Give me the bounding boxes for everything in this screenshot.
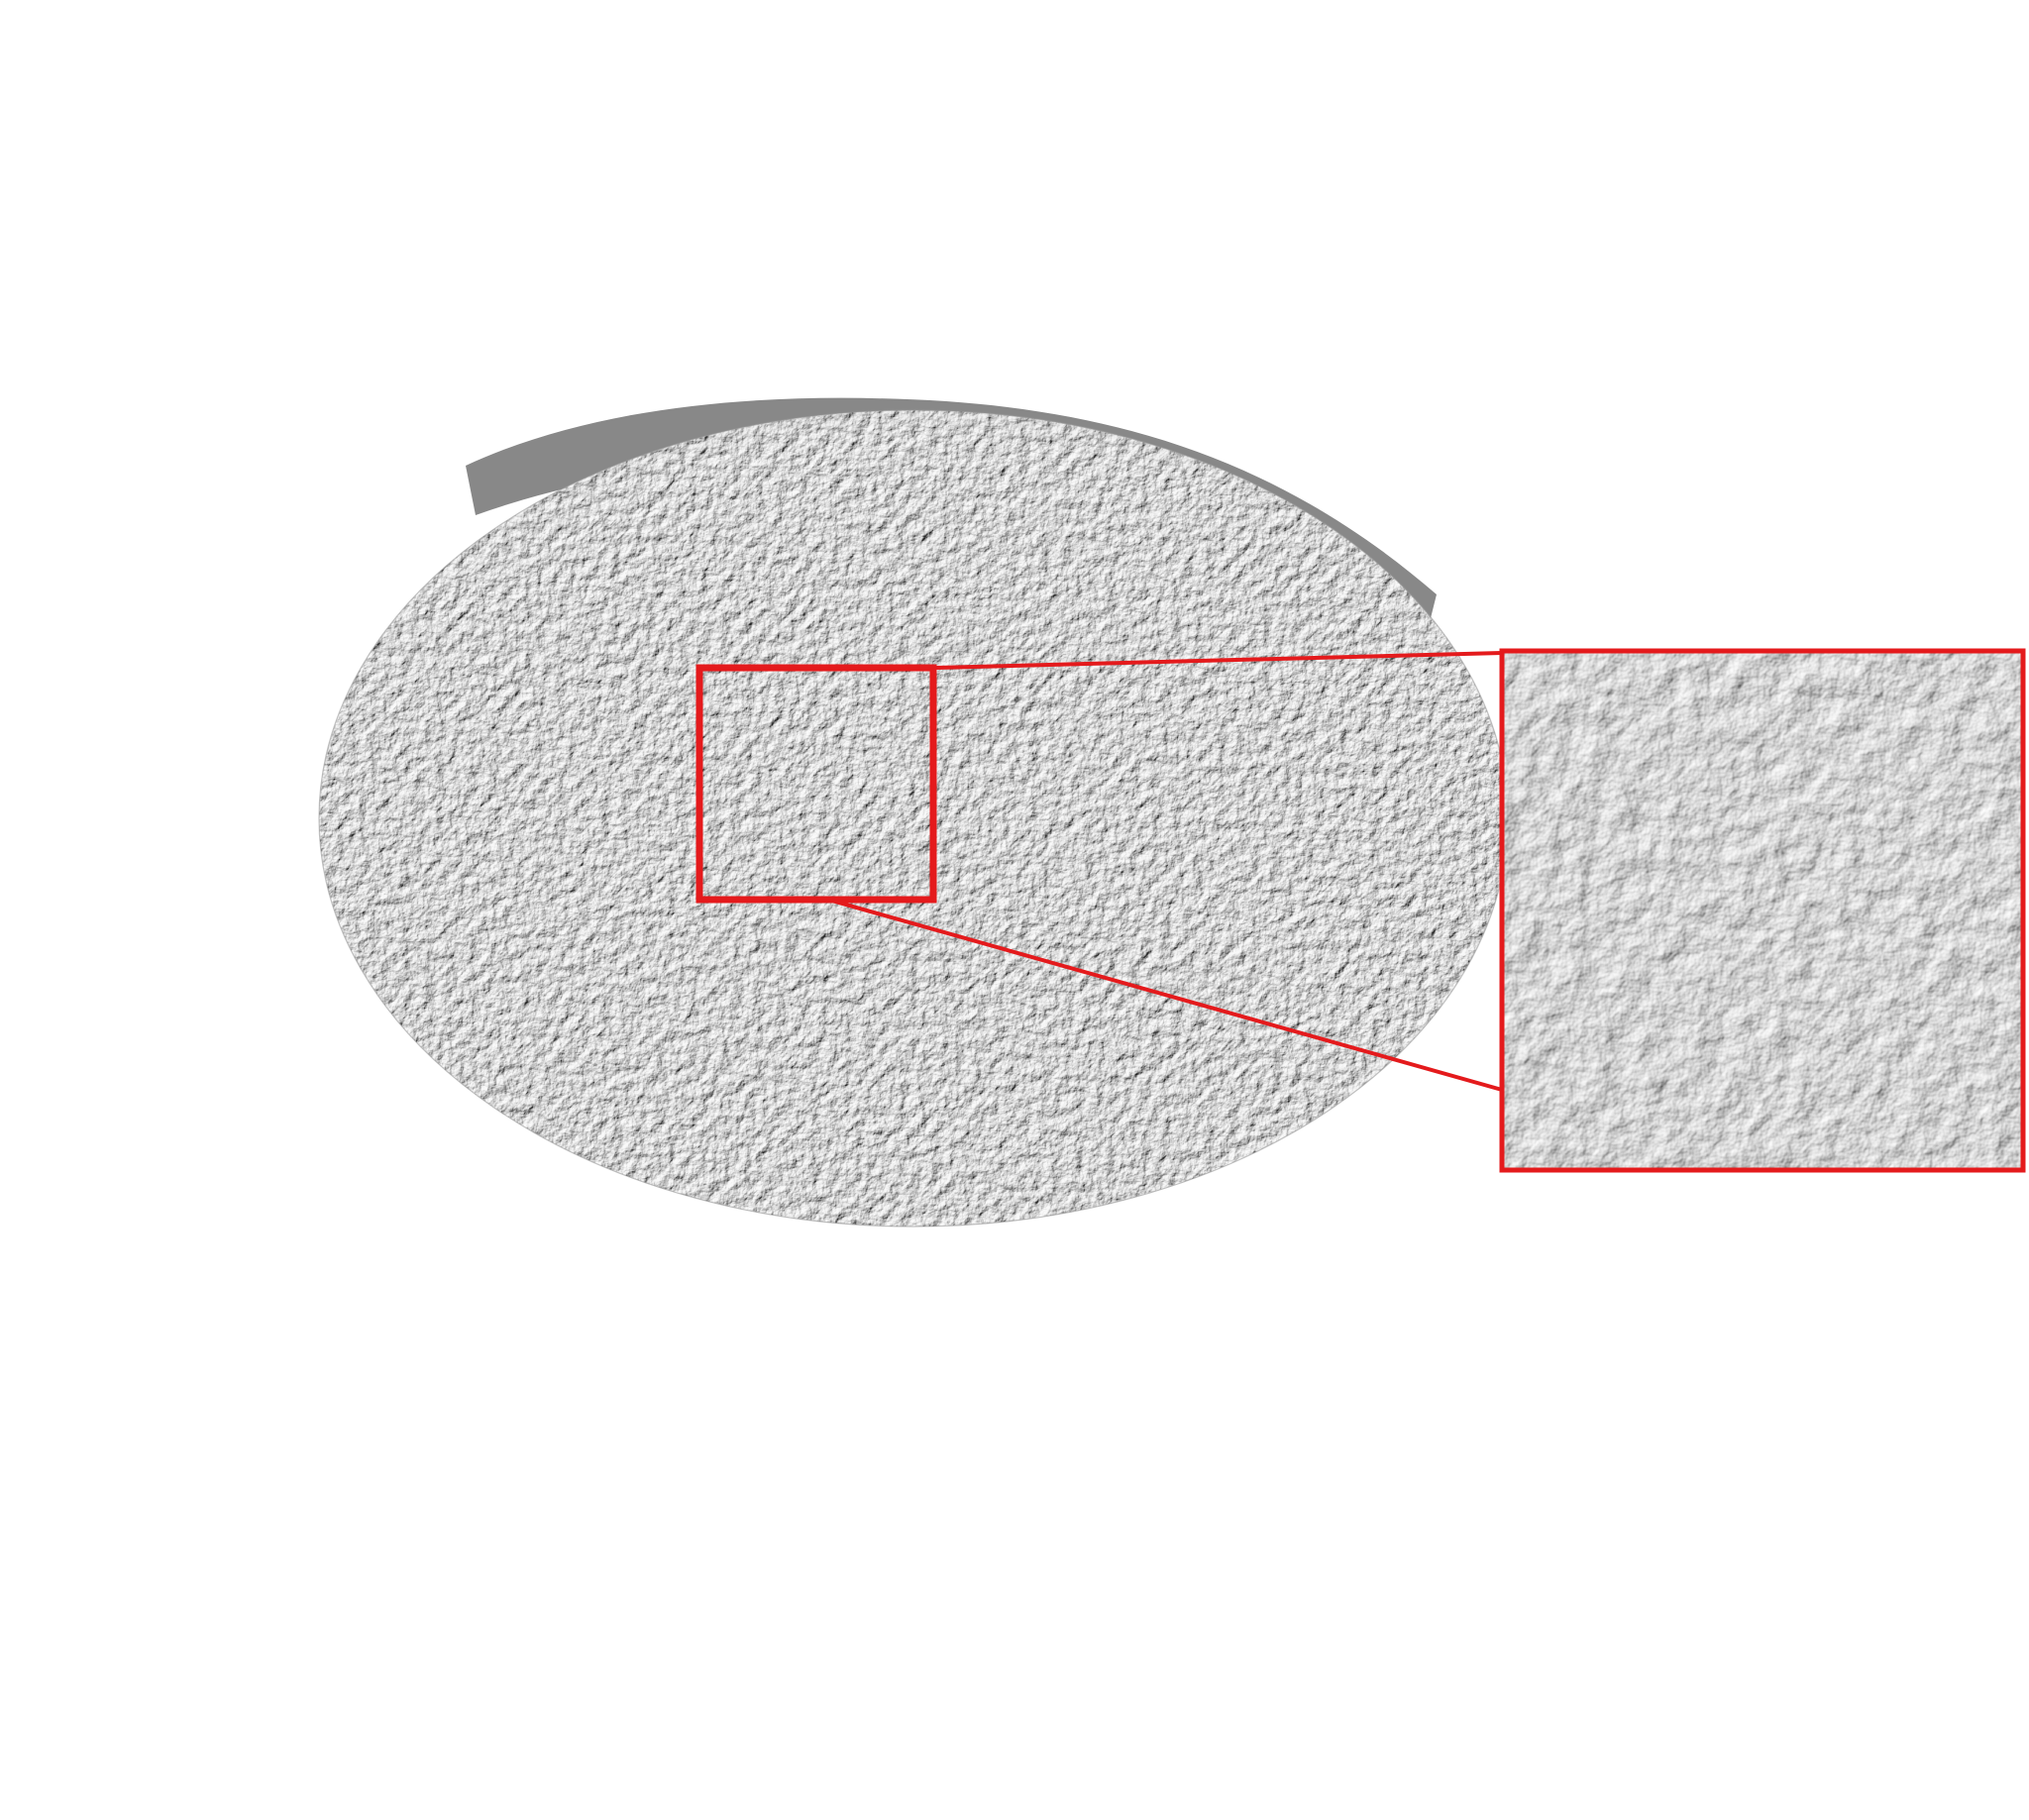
zoom-inset-frame [1499,648,2026,1173]
textured-disc [319,410,1508,1227]
zoom-inset [1502,651,2023,1170]
zoom-connector-top [934,651,1503,670]
zoom-connector-bottom [827,898,1503,1092]
highlight-box [695,664,937,904]
